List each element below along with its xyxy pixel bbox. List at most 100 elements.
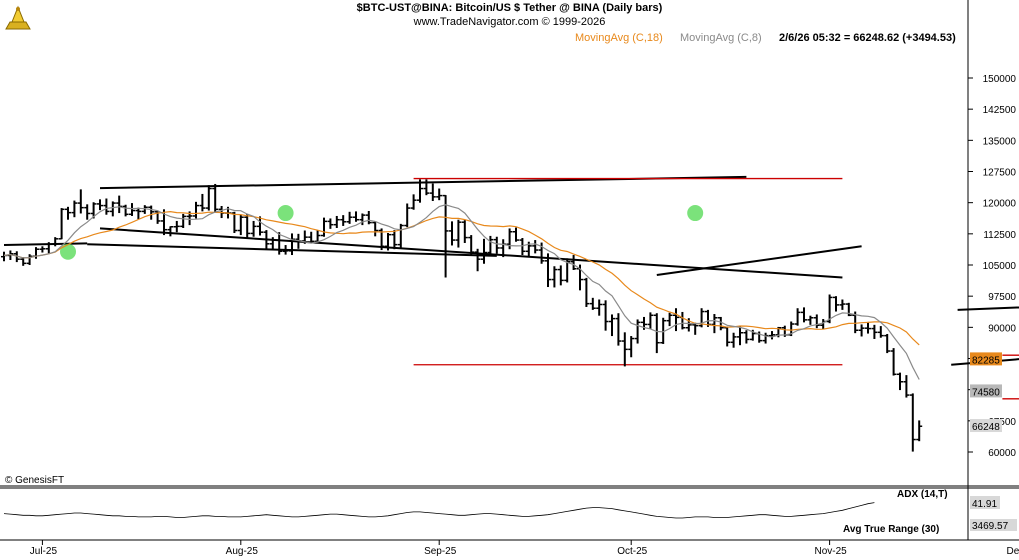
y-tick-label: 120000 <box>983 199 1017 210</box>
price-marker-label: 74580 <box>972 387 1000 398</box>
price-marker-box <box>970 419 1002 433</box>
ohlc-bar <box>724 326 731 347</box>
ohlc-bar <box>602 300 609 331</box>
ohlc-bar <box>212 183 219 213</box>
ohlc-bar <box>52 237 59 247</box>
ohlc-bar <box>269 237 276 251</box>
ohlc-bar <box>103 198 110 215</box>
price-marker-box <box>970 384 1002 398</box>
ohlc-bar <box>762 332 769 344</box>
ohlc-bar <box>167 226 174 237</box>
ohlc-bar <box>807 315 814 325</box>
ohlc-bar <box>289 233 295 256</box>
y-tick-label: 67500 <box>988 417 1016 428</box>
ohlc-bar <box>346 211 353 224</box>
ohlc-bar <box>813 314 820 329</box>
ohlc-bar <box>647 312 654 329</box>
price-marker-label: 66248 <box>972 422 1000 433</box>
ohlc-bar <box>237 214 244 236</box>
ohlc-bar <box>84 204 91 220</box>
ohlc-bar <box>743 330 750 344</box>
price-marker-label: 82285 <box>972 355 1000 366</box>
ohlc-bar <box>801 307 807 323</box>
y-tick-label: 135000 <box>983 136 1017 147</box>
ohlc-bar <box>532 240 539 254</box>
legend-ma8: MovingAvg (C,8) <box>680 32 762 44</box>
ohlc-bar <box>909 393 916 452</box>
ohlc-bar <box>903 375 910 398</box>
ohlc-bar <box>660 317 667 344</box>
ohlc-bar <box>717 316 724 331</box>
ohlc-bar <box>257 216 263 236</box>
ohlc-bar <box>442 194 449 278</box>
ohlc-bar <box>372 221 379 237</box>
ohlc-bar <box>20 257 27 266</box>
y-tick-label: 112500 <box>983 230 1016 241</box>
ohlc-bar <box>916 420 923 442</box>
chart-title: $BTC-UST@BINA: Bitcoin/US $ Tether @ BIN… <box>356 2 663 14</box>
ohlc-bar <box>557 265 564 286</box>
ohlc-bar <box>122 204 129 217</box>
trendline <box>3 242 88 247</box>
ohlc-bar <box>474 248 481 272</box>
adx-label: ADX (14,T) <box>897 489 948 500</box>
ohlc-bar <box>116 195 123 214</box>
ohlc-bar <box>173 220 180 233</box>
ohlc-bar <box>493 236 500 254</box>
adx-value: 41.91 <box>972 499 997 510</box>
ohlc-bar <box>365 210 372 225</box>
ohlc-bar <box>711 314 718 334</box>
ohlc-bar <box>333 215 340 229</box>
ohlc-bar <box>519 237 526 256</box>
ohlc-bar <box>589 297 596 310</box>
x-tick-label: Oct-25 <box>617 546 647 557</box>
ohlc-bar <box>839 299 846 310</box>
ohlc-bar <box>391 230 398 250</box>
ohlc-bar <box>90 202 97 219</box>
ohlc-bar <box>884 333 891 354</box>
credit-label: © GenesisFT <box>5 475 64 486</box>
ohlc-bar <box>673 308 679 332</box>
ohlc-bar <box>148 205 155 220</box>
signal-highlight <box>277 205 294 222</box>
y-tick-label: 142500 <box>983 105 1017 116</box>
ohlc-bar <box>621 332 628 367</box>
y-tick-label: 90000 <box>988 323 1016 334</box>
ohlc-bar <box>628 336 635 358</box>
x-tick-label: Jul-25 <box>30 546 58 557</box>
ohlc-bar <box>65 206 71 220</box>
ohlc-bar <box>871 324 878 339</box>
ohlc-bar <box>468 235 475 255</box>
ohlc-bar <box>429 183 436 202</box>
ohlc-bar <box>877 326 884 338</box>
ohlc-bar <box>327 218 334 229</box>
ohlc-bar <box>314 230 321 243</box>
ohlc-bar <box>141 205 148 214</box>
ohlc-bar <box>730 332 737 348</box>
ohlc-bar <box>199 193 206 212</box>
x-tick-label: Aug-25 <box>226 546 259 557</box>
ohlc-bar <box>193 201 199 219</box>
ohlc-bar <box>551 266 558 288</box>
ohlc-bar <box>71 200 78 218</box>
price-marker-box <box>970 352 1002 366</box>
signal-highlight <box>687 205 704 222</box>
ohlc-bar <box>205 185 212 211</box>
adx-value-box <box>970 496 1000 509</box>
ohlc-bar <box>404 203 411 228</box>
ohlc-bar <box>737 326 743 346</box>
y-tick-label: 60000 <box>988 448 1016 459</box>
ohlc-bar <box>263 230 270 250</box>
trendline <box>656 245 862 276</box>
ohlc-bar <box>609 314 615 337</box>
ohlc-bar <box>1 251 7 262</box>
copyright-line: www.TradeNavigator.com © 1999-2026 <box>413 16 606 28</box>
ohlc-bar <box>423 179 430 196</box>
ohlc-bar <box>321 217 327 237</box>
atr-label: Avg True Range (30) <box>843 524 939 535</box>
ohlc-bar <box>794 308 801 326</box>
ohlc-bar <box>481 238 487 264</box>
trade-navigator-logo <box>5 5 31 30</box>
ohlc-bar <box>359 213 366 226</box>
